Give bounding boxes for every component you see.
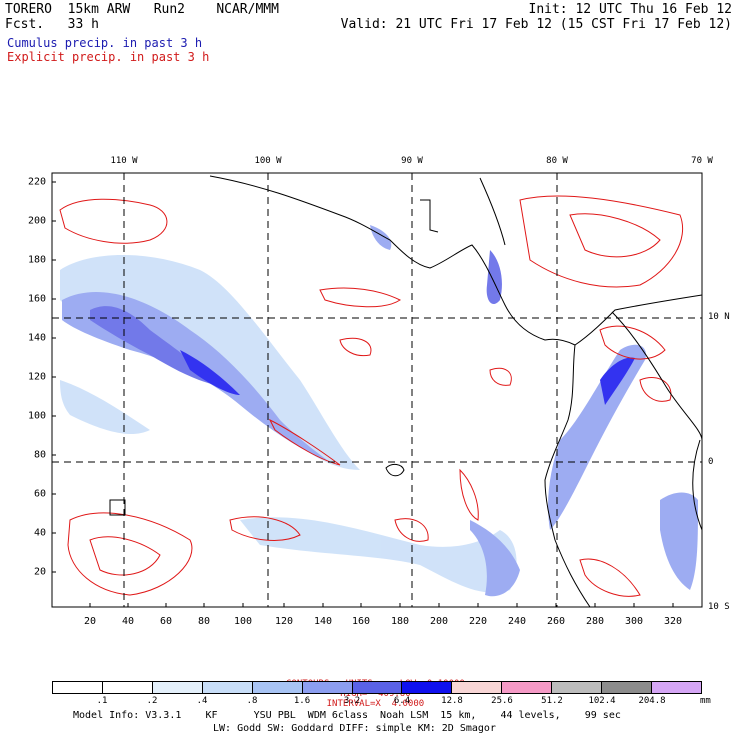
x-tick-label: 300 — [624, 616, 644, 627]
colorbar-cell — [402, 682, 453, 693]
x-tick-label: 200 — [429, 616, 449, 627]
y-tick-label: 60 — [33, 488, 46, 500]
colorbar-cell — [53, 682, 103, 693]
legend-explicit: Explicit precip. in past 3 h — [7, 50, 210, 64]
colorbar-label: 1.6 — [293, 696, 311, 706]
colorbar-label: 51.2 — [541, 696, 563, 706]
colorbar-label: .8 — [246, 696, 258, 706]
x-tick-label: 180 — [390, 616, 410, 627]
x-tick-label: 20 — [83, 616, 97, 627]
colorbar — [52, 681, 702, 694]
colorbar-cell — [152, 682, 203, 693]
lon-label-110w: 110 W — [110, 156, 138, 166]
colorbar-label: 204.8 — [638, 696, 666, 706]
colorbar-label: .4 — [196, 696, 208, 706]
contour-high: HIGH= 409.60 — [340, 689, 411, 699]
header-init-time: Init: 12 UTC Thu 16 Feb 12 — [528, 2, 733, 17]
header-valid-time: Valid: 21 UTC Fri 17 Feb 12 (15 CST Fri … — [340, 17, 732, 32]
x-tick-label: 160 — [351, 616, 371, 627]
colorbar-cell — [552, 682, 603, 693]
legend-cumulus: Cumulus precip. in past 3 h — [7, 36, 203, 50]
colorbar-cell — [502, 682, 553, 693]
axis-ticks — [52, 181, 674, 607]
colorbar-label: .2 — [146, 696, 158, 706]
x-tick-label: 280 — [585, 616, 605, 627]
latlon-grid — [52, 173, 702, 607]
colorbar-label: 6.4 — [393, 696, 411, 706]
colorbar-cell — [252, 682, 303, 693]
x-tick-label: 320 — [663, 616, 683, 627]
y-tick-label: 120 — [27, 371, 46, 383]
model-info-line2: LW: Godd SW: Goddard DIFF: simple KM: 2D… — [213, 723, 496, 734]
y-tick-label: 80 — [33, 449, 46, 461]
explicit-precip-contours — [59, 195, 684, 597]
colorbar-cell — [452, 682, 503, 693]
y-tick-label: 160 — [27, 293, 46, 305]
x-tick-label: 120 — [274, 616, 294, 627]
colorbar-label: .1 — [96, 696, 108, 706]
header-run-info: TORERO 15km ARW Run2 NCAR/MMM — [5, 2, 279, 17]
lon-label-100w: 100 W — [254, 156, 282, 166]
x-tick-label: 60 — [159, 616, 173, 627]
colorbar-cell — [352, 682, 403, 693]
y-tick-label: 180 — [27, 254, 46, 266]
y-tick-label: 20 — [33, 566, 46, 578]
x-tick-label: 220 — [468, 616, 488, 627]
colorbar-cell — [602, 682, 653, 693]
lat-label-0: 0 — [708, 457, 714, 467]
x-tick-label: 240 — [507, 616, 527, 627]
contour-interval: INTERVAL=X 4.0000 — [326, 699, 425, 709]
y-tick-label: 100 — [27, 410, 46, 422]
header-forecast-hour: Fcst. 33 h — [5, 17, 99, 32]
lat-label-10n: 10 N — [708, 312, 730, 322]
lon-label-70w: 70 W — [691, 156, 713, 166]
y-tick-label: 220 — [27, 176, 46, 188]
model-info-line1: Model Info: V3.3.1 KF YSU PBL WDM 6class… — [73, 710, 621, 721]
y-tick-label: 140 — [27, 332, 46, 344]
lon-label-90w: 90 W — [401, 156, 423, 166]
colorbar-cell — [102, 682, 153, 693]
colorbar-label: 3.2 — [343, 696, 361, 706]
colorbar-cell — [652, 682, 701, 693]
cumulus-precip-shading — [60, 225, 698, 597]
colorbar-cell — [302, 682, 353, 693]
lon-label-80w: 80 W — [546, 156, 568, 166]
colorbar-label: 12.8 — [441, 696, 463, 706]
x-tick-label: 80 — [197, 616, 211, 627]
colorbar-label: 102.4 — [588, 696, 616, 706]
y-tick-label: 200 — [27, 215, 46, 227]
colorbar-cell — [202, 682, 253, 693]
y-tick-label: 40 — [33, 527, 46, 539]
x-tick-label: 40 — [121, 616, 135, 627]
x-tick-label: 260 — [546, 616, 566, 627]
colorbar-unit: mm — [700, 696, 711, 706]
x-tick-label: 140 — [313, 616, 333, 627]
lat-label-10s: 10 S — [708, 602, 730, 612]
colorbar-label: 25.6 — [491, 696, 513, 706]
coastlines — [109, 175, 703, 608]
x-tick-label: 100 — [233, 616, 253, 627]
